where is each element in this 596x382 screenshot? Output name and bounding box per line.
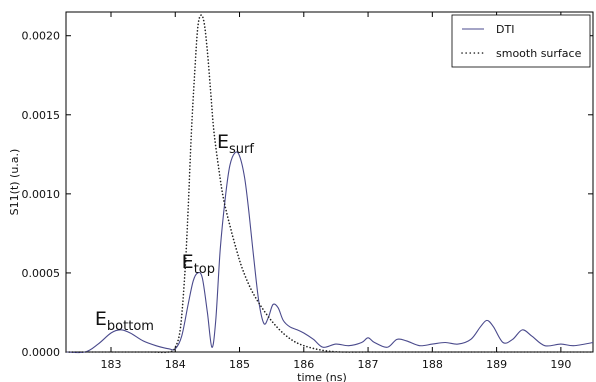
annotation-main: E [182, 251, 194, 273]
annotation-e-bottom: Ebottom [95, 308, 154, 334]
series-layer [65, 14, 594, 354]
annotation-main: E [95, 308, 107, 330]
y-axis-label: S11(t) (u.a.) [8, 149, 21, 216]
y-tick-label: 0.0020 [22, 30, 61, 43]
legend-label-smooth-surface: smooth surface [496, 47, 582, 60]
series-line-dti [65, 151, 594, 354]
legend: DTI smooth surface [451, 14, 591, 68]
annotation-e-top: Etop [182, 251, 215, 277]
series-line-smooth-surface [65, 14, 594, 354]
y-tick-label: 0.0015 [22, 109, 61, 122]
y-tick-label: 0.0000 [22, 346, 61, 359]
annotation-e-surf: Esurf [217, 131, 254, 157]
plot-area [65, 11, 594, 353]
annotation-subscript: surf [229, 142, 254, 157]
annotation-subscript: top [194, 262, 215, 277]
x-axis-label: time (ns) [297, 371, 347, 382]
x-tick-label: 190 [550, 358, 571, 371]
legend-box [451, 14, 591, 68]
x-tick-label: 183 [100, 358, 121, 371]
annotation-subscript: bottom [107, 319, 154, 334]
x-tick-label: 185 [229, 358, 250, 371]
legend-label-dti: DTI [496, 23, 514, 36]
x-tick-label: 186 [293, 358, 314, 371]
y-axis-ticks: 0.0000 0.0005 0.0010 0.0015 0.0020 [22, 30, 593, 359]
x-tick-label: 187 [358, 358, 379, 371]
x-tick-label: 184 [165, 358, 186, 371]
x-tick-label: 188 [422, 358, 443, 371]
y-tick-label: 0.0005 [22, 267, 61, 280]
x-axis-ticks: 183 184 185 186 187 188 189 190 [100, 12, 571, 371]
x-tick-label: 189 [486, 358, 507, 371]
y-tick-label: 0.0010 [22, 188, 61, 201]
annotation-main: E [217, 131, 229, 153]
